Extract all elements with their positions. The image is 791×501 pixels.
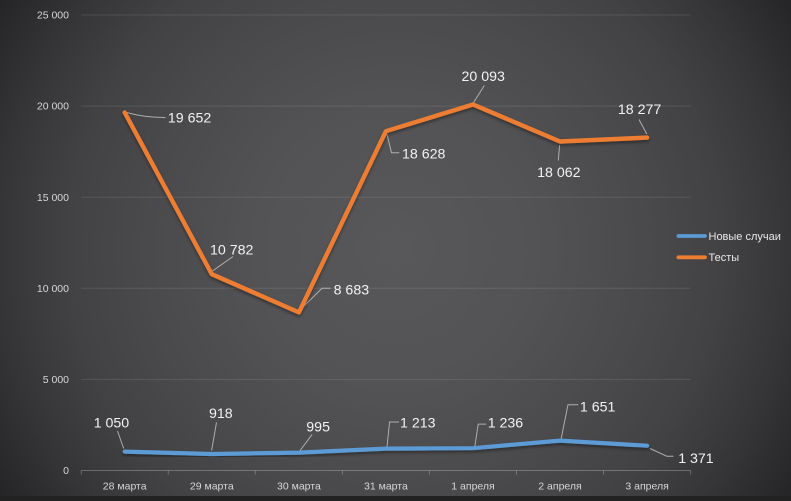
svg-text:Новые случаи: Новые случаи (709, 231, 781, 243)
svg-text:Тесты: Тесты (709, 252, 740, 264)
svg-text:18 628: 18 628 (402, 147, 446, 163)
svg-text:1 213: 1 213 (400, 416, 436, 432)
svg-text:10 782: 10 782 (210, 243, 254, 259)
svg-text:25 000: 25 000 (37, 10, 69, 22)
svg-text:29 марта: 29 марта (190, 481, 234, 493)
svg-text:1 апреля: 1 апреля (451, 481, 494, 493)
svg-text:10 000: 10 000 (37, 283, 69, 295)
svg-text:1 371: 1 371 (678, 451, 714, 467)
svg-text:918: 918 (209, 406, 233, 422)
svg-text:1 050: 1 050 (94, 416, 130, 432)
svg-text:19 652: 19 652 (168, 111, 212, 127)
svg-text:30 марта: 30 марта (277, 481, 321, 493)
svg-text:2 апреля: 2 апреля (538, 481, 581, 493)
svg-text:18 062: 18 062 (537, 165, 581, 181)
svg-text:15 000: 15 000 (37, 192, 69, 204)
svg-text:20 093: 20 093 (462, 69, 506, 85)
svg-text:8 683: 8 683 (334, 283, 370, 299)
svg-text:1 651: 1 651 (580, 399, 616, 415)
svg-text:18 277: 18 277 (618, 102, 662, 118)
svg-text:995: 995 (306, 420, 330, 436)
svg-text:31 марта: 31 марта (364, 481, 408, 493)
svg-text:5 000: 5 000 (43, 374, 69, 386)
svg-text:3 апреля: 3 апреля (625, 481, 668, 493)
svg-text:1 236: 1 236 (488, 416, 524, 432)
svg-text:20 000: 20 000 (37, 101, 69, 113)
svg-text:0: 0 (63, 465, 69, 477)
svg-text:28 марта: 28 марта (103, 481, 147, 493)
